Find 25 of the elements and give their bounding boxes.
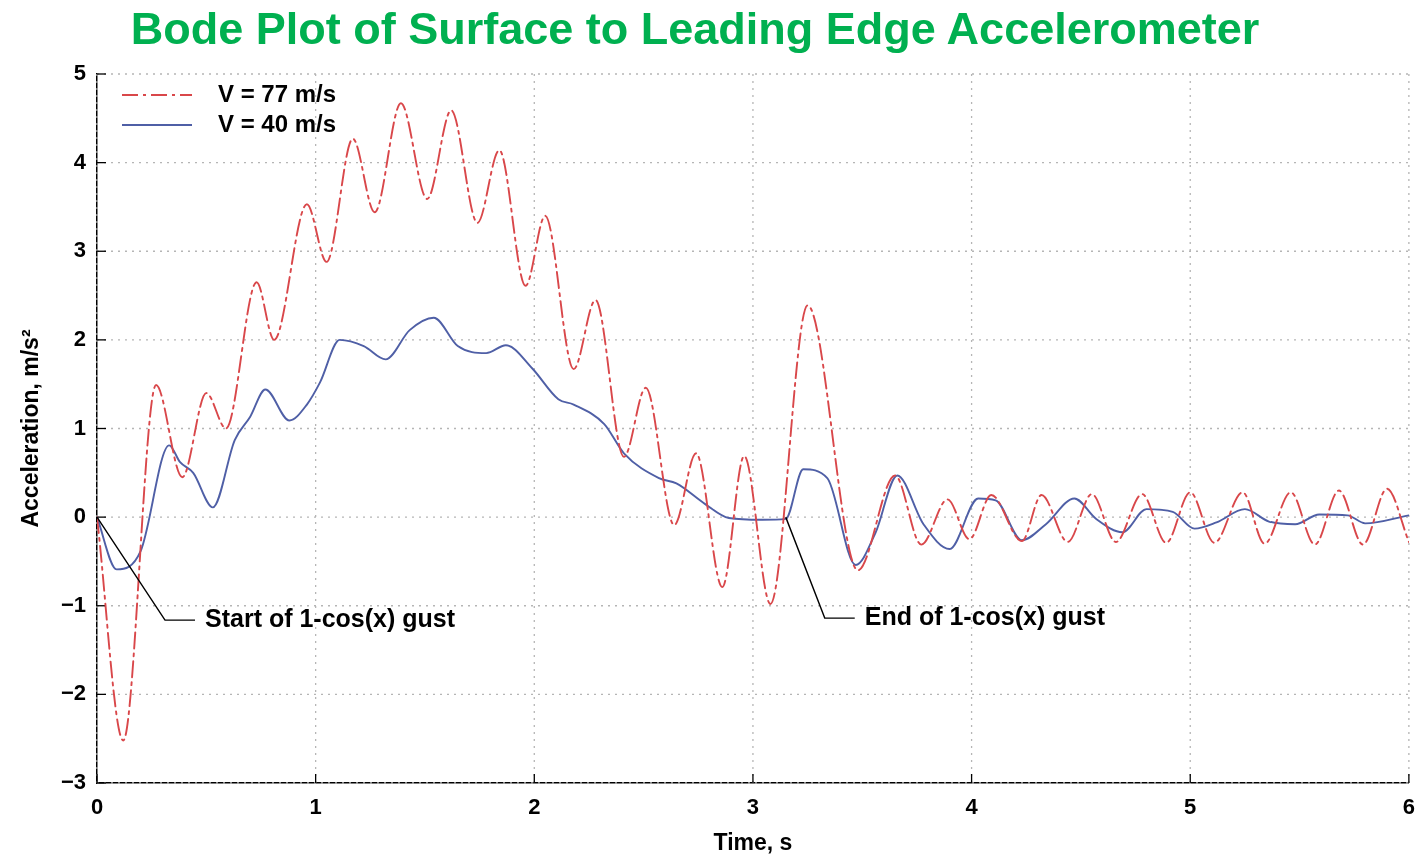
- y-tick-label: 1: [73, 414, 86, 440]
- line-series: [97, 102, 1409, 742]
- y-tick-label: 0: [73, 503, 86, 529]
- y-tick-label: 5: [73, 60, 86, 86]
- y-tick-label: 3: [73, 237, 86, 263]
- y-tick-label: 2: [73, 325, 86, 351]
- y-tick-label: −2: [60, 680, 86, 706]
- x-tick-label: 5: [1184, 794, 1197, 820]
- y-tick-label: −1: [60, 591, 86, 617]
- y-tick-label: −3: [60, 769, 86, 795]
- y-tick-label: 4: [73, 148, 87, 174]
- legend-label: V = 77 m/s: [218, 79, 337, 107]
- x-tick-label: 1: [309, 794, 322, 820]
- annotation: End of 1-cos(x) gust: [864, 602, 1106, 631]
- x-tick-label: 4: [965, 794, 979, 820]
- x-tick-label: 3: [746, 794, 760, 820]
- chart-title: Bode Plot of Surface to Leading Edge Accelerometer: [129, 3, 1261, 55]
- legend-label: V = 40 m/s: [218, 109, 337, 137]
- annotation: Start of 1-cos(x) gust: [205, 604, 456, 633]
- x-axis-title: Time, s: [713, 828, 793, 855]
- x-tick-label: 2: [528, 794, 541, 820]
- x-tick-label: 0: [90, 794, 104, 820]
- y-axis-title: Acceleration, m/s²: [17, 329, 44, 528]
- line-series: [97, 316, 1409, 571]
- x-tick-label: 6: [1402, 794, 1416, 820]
